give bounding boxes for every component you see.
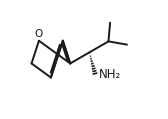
Text: NH₂: NH₂	[99, 68, 121, 81]
Text: O: O	[35, 29, 43, 39]
